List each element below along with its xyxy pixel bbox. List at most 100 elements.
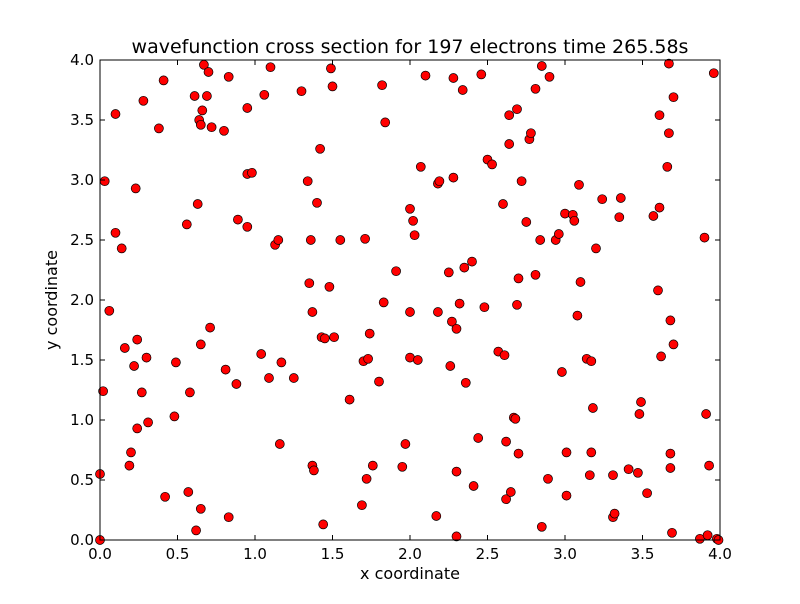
- data-point: [664, 58, 674, 69]
- x-tick-label: 4.0: [708, 545, 732, 563]
- data-point: [513, 448, 524, 459]
- data-point: [479, 302, 490, 313]
- data-point: [171, 357, 181, 368]
- data-point: [454, 298, 465, 309]
- data-point: [242, 221, 253, 232]
- data-point: [575, 277, 586, 287]
- data-point: [668, 339, 679, 350]
- data-point: [451, 466, 462, 477]
- data-point: [664, 128, 674, 139]
- data-point: [324, 281, 335, 292]
- data-point: [363, 353, 373, 364]
- data-point: [378, 297, 389, 308]
- data-point: [305, 235, 316, 245]
- x-axis: 0.0 0.5 1.0 1.5 2.0 2.5 3.0 3.5 4.0: [88, 60, 732, 563]
- data-point: [205, 322, 215, 333]
- data-point: [434, 176, 445, 187]
- data-point: [374, 376, 384, 387]
- data-point: [569, 215, 580, 226]
- data-point: [561, 447, 572, 458]
- data-point: [312, 197, 322, 208]
- data-point: [400, 439, 411, 449]
- data-point: [326, 63, 336, 74]
- y-tick-label: 4.0: [70, 51, 94, 69]
- data-point: [699, 232, 710, 243]
- data-point: [405, 203, 415, 214]
- data-point: [158, 75, 169, 86]
- y-tick-label: 0.0: [70, 531, 94, 549]
- data-point: [192, 199, 203, 209]
- data-point: [512, 104, 522, 115]
- data-point: [667, 527, 677, 538]
- data-point: [296, 86, 307, 97]
- data-point: [654, 110, 665, 121]
- data-point: [653, 285, 663, 296]
- data-point: [185, 387, 195, 398]
- data-point: [513, 273, 524, 284]
- data-point: [242, 103, 253, 113]
- y-tick-label: 2.5: [70, 231, 94, 249]
- data-point: [665, 315, 676, 326]
- data-point: [460, 377, 471, 388]
- data-point: [160, 491, 170, 502]
- data-point: [397, 461, 408, 472]
- data-point: [119, 343, 130, 353]
- data-point: [608, 470, 618, 481]
- data-point: [195, 119, 206, 130]
- data-point: [557, 367, 567, 377]
- data-point: [609, 508, 620, 519]
- data-point: [220, 364, 231, 375]
- data-point: [169, 411, 180, 422]
- y-tick-label: 0.5: [70, 471, 94, 489]
- data-point: [420, 70, 431, 81]
- data-point: [189, 91, 200, 101]
- x-tick-label: 1.5: [321, 545, 345, 563]
- data-point: [335, 235, 346, 245]
- data-point: [329, 332, 339, 343]
- data-point: [136, 387, 147, 398]
- data-point: [138, 95, 149, 106]
- data-point: [572, 310, 583, 321]
- data-point: [202, 91, 212, 101]
- data-point: [195, 339, 206, 350]
- data-point: [445, 361, 456, 371]
- data-point: [498, 199, 508, 209]
- data-point: [360, 233, 370, 244]
- data-point: [124, 460, 135, 471]
- data-point: [501, 436, 511, 447]
- data-point: [586, 356, 597, 367]
- data-point: [633, 467, 643, 478]
- y-tick-label: 3.0: [70, 171, 94, 189]
- data-point: [443, 267, 454, 278]
- data-point: [704, 460, 714, 471]
- x-axis-label: x coordinate: [360, 564, 460, 583]
- data-point: [586, 447, 597, 458]
- data-point: [130, 183, 141, 194]
- data-point: [665, 463, 676, 473]
- data-point: [357, 500, 367, 511]
- data-point: [367, 460, 378, 471]
- data-point: [530, 83, 541, 94]
- data-point: [451, 531, 462, 542]
- data-point: [276, 357, 287, 368]
- data-point: [206, 122, 217, 133]
- data-point: [99, 176, 110, 187]
- y-tick-label: 1.5: [70, 351, 94, 369]
- data-point: [264, 373, 274, 383]
- data-point: [233, 214, 243, 225]
- data-point: [521, 217, 532, 227]
- data-point: [104, 305, 115, 316]
- data-point: [544, 71, 555, 82]
- data-point: [195, 503, 206, 514]
- data-point: [636, 397, 646, 407]
- data-point: [327, 81, 338, 92]
- data-point: [318, 519, 329, 530]
- data-point: [219, 125, 229, 136]
- data-point: [116, 243, 127, 254]
- data-point: [364, 328, 375, 339]
- y-tick-label: 1.0: [70, 411, 94, 429]
- data-point: [543, 473, 553, 484]
- data-point: [431, 511, 442, 521]
